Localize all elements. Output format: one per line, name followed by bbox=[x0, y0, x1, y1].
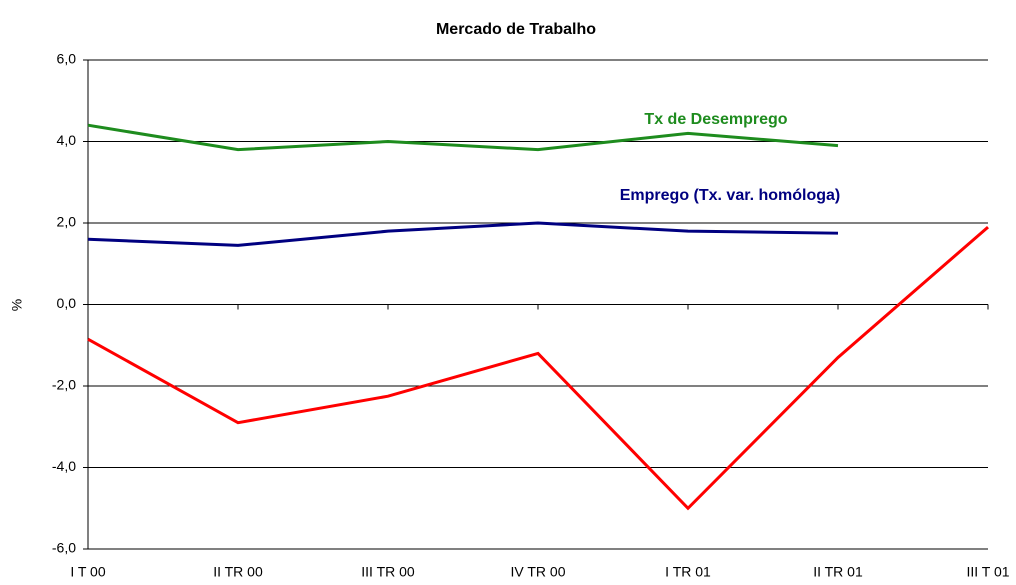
y-tick-label: 2,0 bbox=[57, 214, 77, 230]
line-series bbox=[87, 225, 989, 511]
y-axis-label: % bbox=[9, 299, 25, 311]
line-series bbox=[87, 123, 839, 152]
line-series bbox=[87, 221, 839, 247]
y-tick-label: 6,0 bbox=[57, 51, 77, 67]
y-tick-label: -2,0 bbox=[52, 377, 76, 393]
y-tick-label: 0,0 bbox=[57, 295, 77, 311]
x-tick-label: III TR 00 bbox=[361, 564, 415, 580]
x-tick-label: III T 01 bbox=[966, 564, 1009, 580]
x-tick-label: IV TR 00 bbox=[511, 564, 566, 580]
x-tick-label: I T 00 bbox=[70, 564, 106, 580]
x-tick-label: II TR 00 bbox=[213, 564, 263, 580]
chart-title: Mercado de Trabalho bbox=[436, 21, 596, 38]
y-tick-label: 4,0 bbox=[57, 132, 77, 148]
series-label: Tx de Desemprego bbox=[644, 111, 787, 128]
x-tick-label: I TR 01 bbox=[665, 564, 711, 580]
y-tick-label: -4,0 bbox=[52, 458, 76, 474]
series-label: Emprego (Tx. var. homóloga) bbox=[620, 187, 840, 204]
x-tick-label: II TR 01 bbox=[813, 564, 863, 580]
y-tick-label: -6,0 bbox=[52, 540, 76, 556]
